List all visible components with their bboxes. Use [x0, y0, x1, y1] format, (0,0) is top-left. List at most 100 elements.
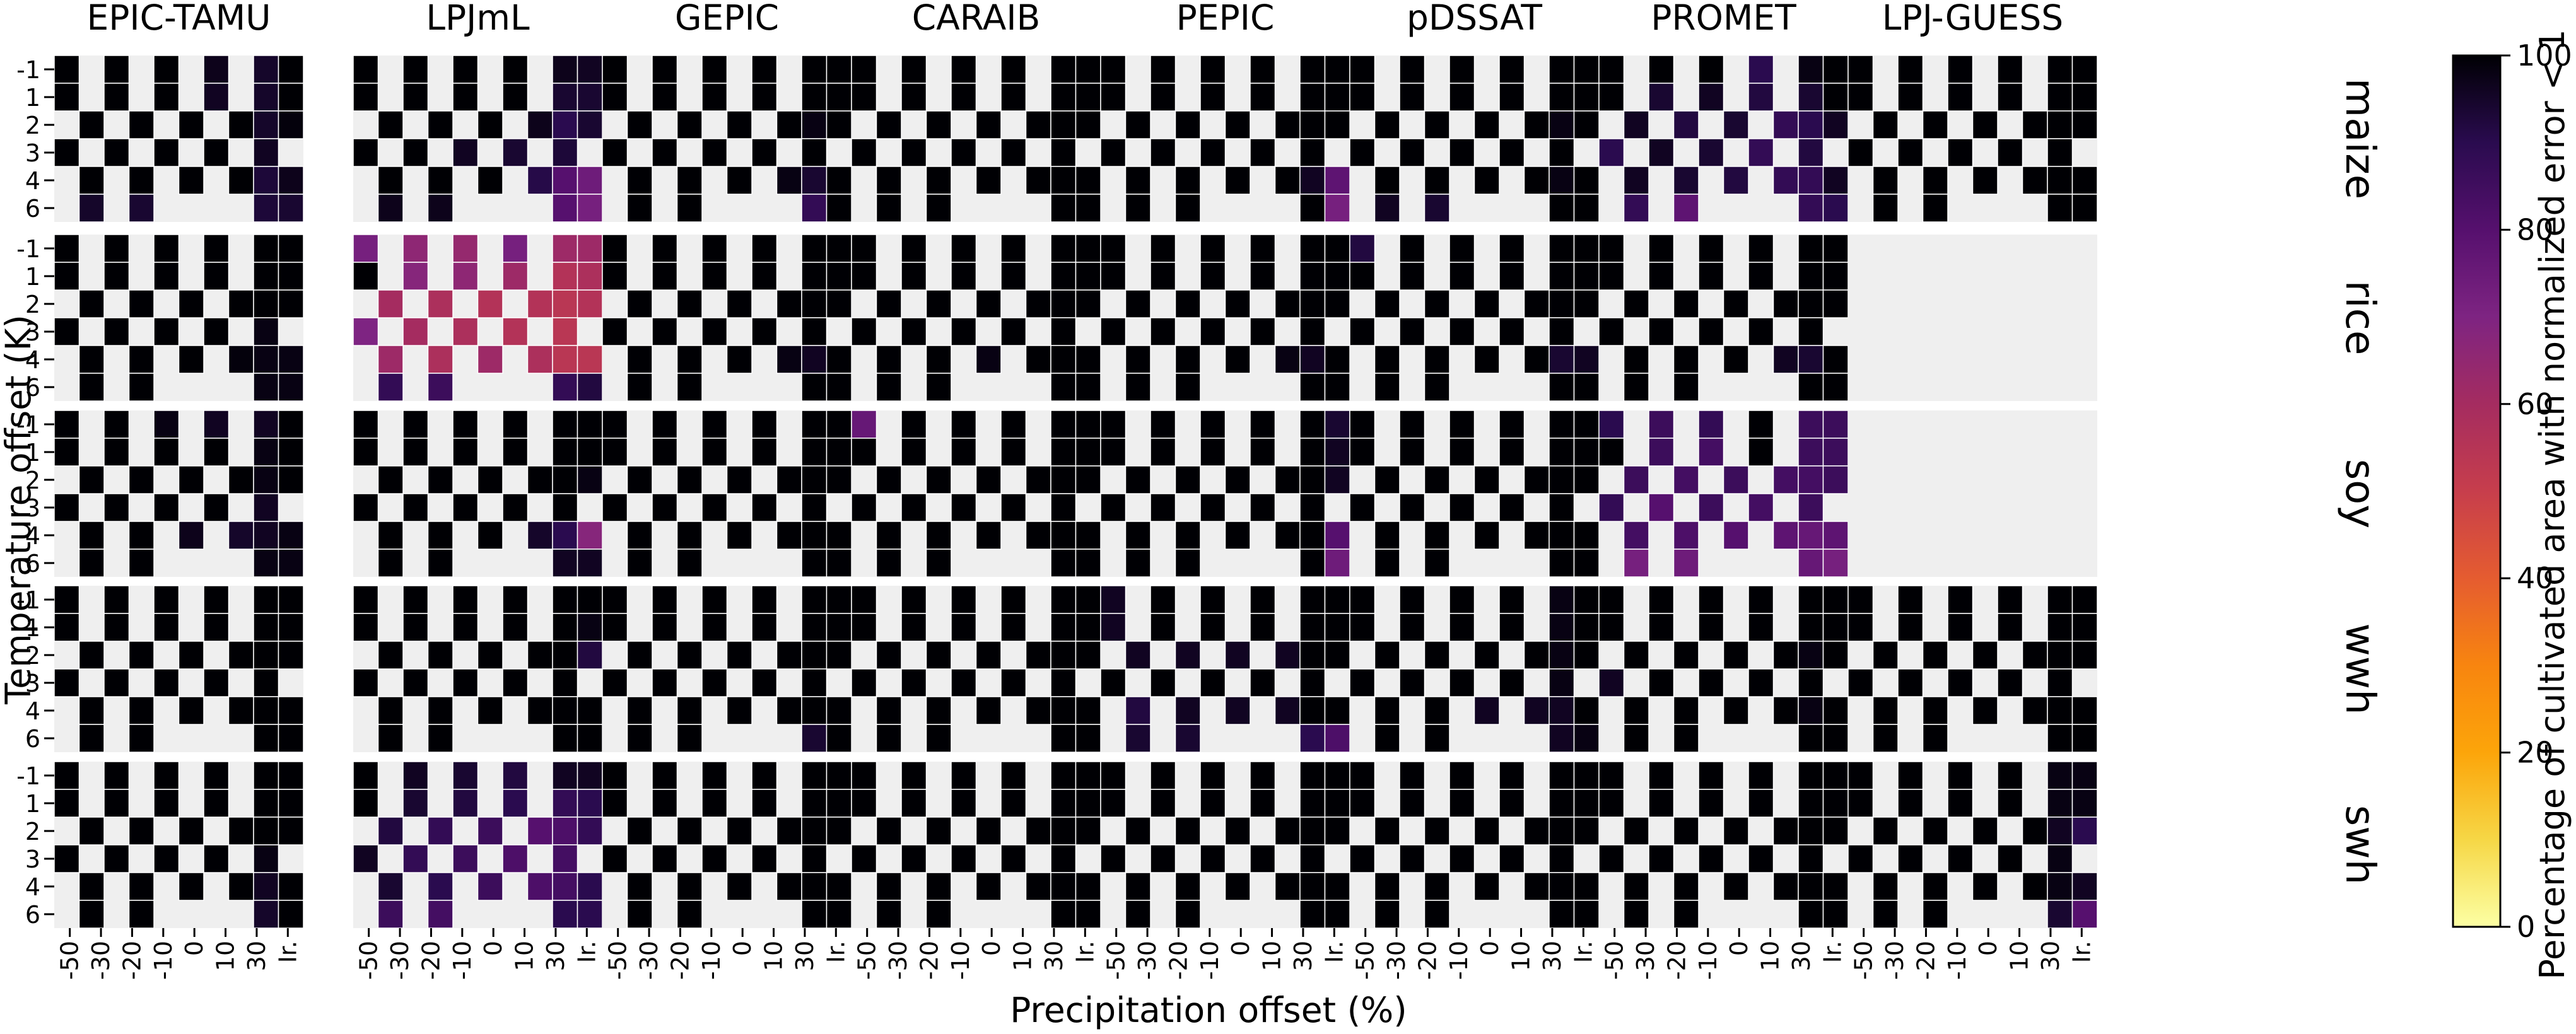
- heatmap-cell: [751, 262, 778, 291]
- x-tick-label: -10: [698, 941, 725, 980]
- panel-epic-tamu-swh: [54, 761, 304, 929]
- heatmap-cell: [1299, 345, 1326, 374]
- heatmap-cell: [1822, 410, 1849, 439]
- heatmap-cell: [377, 900, 404, 929]
- heatmap-cell: [377, 724, 404, 753]
- heatmap-cell: [1798, 789, 1824, 818]
- heatmap-cell: [925, 465, 952, 494]
- x-tick-label: -20: [1164, 941, 1192, 980]
- heatmap-cell: [1299, 549, 1326, 578]
- crop-label: maize: [2336, 78, 2383, 199]
- heatmap-cell: [1324, 900, 1350, 929]
- heatmap-cell: [552, 844, 578, 873]
- heatmap-cell: [1549, 696, 1575, 725]
- heatmap-cell: [1822, 194, 1849, 223]
- heatmap-cell: [851, 438, 877, 467]
- heatmap-cell: [1623, 521, 1649, 550]
- heatmap-cell: [826, 55, 852, 84]
- heatmap-cell: [726, 816, 752, 845]
- heatmap-cell: [1424, 166, 1450, 195]
- heatmap-cell: [826, 549, 852, 578]
- heatmap-cell: [951, 613, 977, 642]
- heatmap-cell: [353, 317, 379, 346]
- heatmap-cell: [951, 493, 977, 522]
- heatmap-cell: [1250, 761, 1276, 790]
- heatmap-cell: [1075, 345, 1101, 374]
- colorbar-ticks: 0 20 40 60 80 100: [2500, 38, 2572, 944]
- heatmap-cell: [577, 613, 603, 642]
- heatmap-cell: [78, 696, 105, 725]
- heatmap-cell: [701, 493, 728, 522]
- heatmap-cell: [1673, 696, 1699, 725]
- heatmap-cell: [826, 789, 852, 818]
- heatmap-cell: [1598, 585, 1625, 614]
- heatmap-cell: [676, 816, 703, 845]
- heatmap-cell: [452, 262, 479, 291]
- heatmap-cell: [502, 585, 529, 614]
- heatmap-cell: [975, 641, 1002, 670]
- heatmap-cell: [1150, 234, 1176, 263]
- panel-lpj-guess-rice: [1848, 235, 2097, 401]
- heatmap-cell: [1598, 317, 1625, 346]
- heatmap-cell: [875, 696, 902, 725]
- heatmap-cell: [726, 696, 752, 725]
- x-tick-label: 10: [1508, 941, 1535, 971]
- heatmap-cell: [1075, 724, 1101, 753]
- heatmap-cell: [278, 410, 304, 439]
- heatmap-cell: [676, 345, 703, 374]
- heatmap-cell: [1573, 110, 1600, 139]
- heatmap-cell: [552, 585, 578, 614]
- heatmap-cell: [1499, 234, 1525, 263]
- panel-promet-swh: [1598, 761, 1849, 929]
- heatmap-cell: [1399, 613, 1426, 642]
- heatmap-cell: [552, 110, 578, 139]
- heatmap-cell: [1673, 110, 1699, 139]
- heatmap-cell: [502, 438, 529, 467]
- heatmap-cell: [875, 724, 902, 753]
- heatmap-cell: [353, 493, 379, 522]
- heatmap-cell: [128, 872, 155, 901]
- heatmap-cell: [2071, 194, 2098, 223]
- heatmap-cell: [1125, 110, 1151, 139]
- heatmap-cell: [2022, 872, 2048, 901]
- heatmap-cell: [203, 844, 230, 873]
- heatmap-cell: [975, 345, 1002, 374]
- heatmap-cell: [1399, 668, 1426, 697]
- heatmap-cell: [1623, 900, 1649, 929]
- x-tick-label: 30: [243, 941, 271, 971]
- heatmap-cell: [1025, 465, 1051, 494]
- heatmap-cell: [652, 844, 678, 873]
- heatmap-cell: [851, 761, 877, 790]
- heatmap-cell: [901, 668, 927, 697]
- heatmap-cell: [253, 465, 279, 494]
- heatmap-cell: [2047, 110, 2073, 139]
- x-tick-label: 0: [1227, 941, 1255, 956]
- heatmap-cell: [1598, 138, 1625, 167]
- heatmap-cell: [427, 900, 454, 929]
- heatmap-cell: [1075, 373, 1101, 402]
- heatmap-cell: [128, 465, 155, 494]
- heatmap-cell: [1972, 696, 1998, 725]
- heatmap-cell: [751, 844, 778, 873]
- heatmap-cell: [552, 549, 578, 578]
- heatmap-cell: [1200, 789, 1226, 818]
- heatmap-cell: [253, 110, 279, 139]
- heatmap-cell: [527, 289, 553, 318]
- heatmap-cell: [502, 138, 529, 167]
- heatmap-cell: [103, 761, 130, 790]
- heatmap-cell: [1399, 438, 1426, 467]
- heatmap-cell: [1648, 493, 1675, 522]
- heatmap-cell: [1025, 110, 1051, 139]
- heatmap-cell: [402, 844, 429, 873]
- heatmap-cell: [1598, 55, 1625, 84]
- heatmap-cell: [452, 410, 479, 439]
- heatmap-cell: [1274, 345, 1301, 374]
- heatmap-cell: [751, 789, 778, 818]
- heatmap-cell: [1822, 262, 1849, 291]
- heatmap-cell: [652, 585, 678, 614]
- heatmap-cell: [577, 641, 603, 670]
- heatmap-cell: [1299, 789, 1326, 818]
- heatmap-cell: [751, 585, 778, 614]
- heatmap-cell: [875, 345, 902, 374]
- heatmap-cell: [1473, 696, 1500, 725]
